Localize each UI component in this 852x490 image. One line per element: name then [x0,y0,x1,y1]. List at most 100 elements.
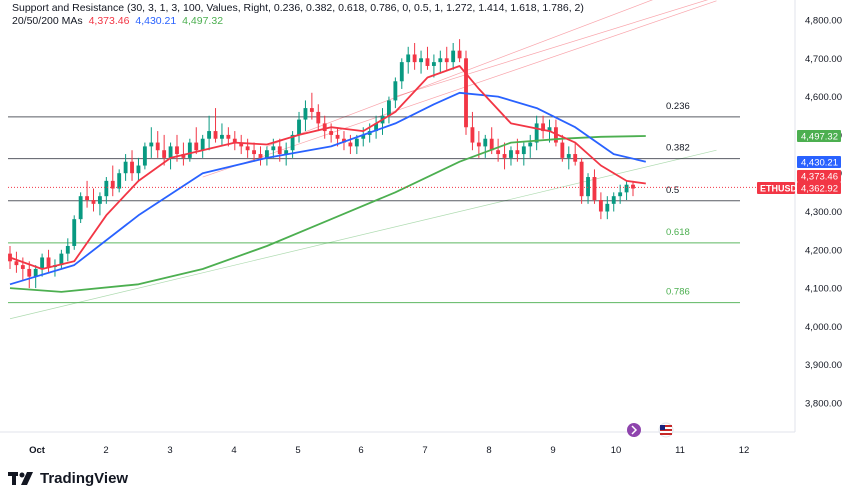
candle-body [502,154,507,158]
us-flag-stripe [660,425,672,427]
candle-body [496,150,501,155]
candle-body [20,265,25,269]
candle-body [220,134,224,139]
candle-body [592,177,597,201]
y-axis-tick-label: 4,800.00 [805,16,842,27]
x-axis-tick-label: 4 [231,445,236,456]
candle-body [110,180,115,189]
symbol-badge [757,182,795,194]
candle-body [27,268,32,277]
event-icon [627,423,641,437]
candle-body [187,142,192,158]
candle-body [155,142,160,151]
candle-body [573,154,578,162]
candle-body [444,58,449,63]
candle-body [175,146,179,155]
tradingview-logo-icon [8,471,34,486]
candle-body [309,108,314,112]
candle-body [290,134,295,151]
candle-body [258,154,263,158]
us-flag-stripe [660,429,672,431]
candle-body [374,123,379,132]
candle-body [245,146,250,151]
candle-body [239,142,244,147]
candle-body [194,142,199,151]
candle-body [566,154,571,158]
candle-body [631,184,635,189]
x-axis-tick-label: Oct [29,445,46,456]
x-axis-tick-label: 3 [167,445,172,456]
candle-body [297,119,301,135]
candle-body [200,138,205,151]
candle-body [252,150,256,155]
ma20-line [9,65,646,270]
candle-body [605,203,610,212]
y-axis-tick-label: 3,800.00 [805,399,842,410]
x-axis-tick-label: 10 [611,445,622,456]
channel-line [9,149,717,320]
ma50-legend-value: 4,430.21 [135,15,177,27]
ma50-line [9,91,647,286]
channel-line [266,0,653,147]
candle-body [399,62,404,82]
candle-body [618,192,623,197]
candle-body [46,257,51,268]
candle-body [33,268,38,277]
us-flag-canton [660,425,665,430]
candle-body [624,184,629,193]
candle-body [470,127,475,143]
plot-layer: 0.236 0.382 0.5 0.618 0.786 [8,0,795,320]
candle-body [457,50,462,59]
x-axis-tick-label: 6 [358,445,363,456]
candle-body [85,196,89,201]
y-axis-tick-label: 4,100.00 [805,284,842,295]
x-axis-tick-label: 11 [675,445,685,456]
candle-body [342,138,346,143]
candle-body [284,150,289,155]
candle-body [162,150,167,158]
candle-body [476,142,481,147]
ma20-price-badge-label: 4,373.46 [801,172,838,183]
candle-body [521,146,526,155]
sr-indicator-label: Support and Resistance (30, 3, 1, 3, 100… [12,2,584,14]
fib-level-label: 0.786 [666,287,690,298]
last-price-badge [797,182,841,194]
candle-body [406,54,411,63]
candle-body [483,138,488,147]
candle-body [136,165,141,174]
candle-body [213,131,218,139]
y-axis-tick-label: 4,200.00 [805,245,842,256]
event-icon-glyph [631,425,638,435]
candle-body [509,150,513,158]
x-axis-tick-label: 5 [295,445,300,456]
candle-body [547,127,552,132]
candle-body [59,253,64,266]
candle-body [322,123,327,132]
candle-body [123,161,128,174]
x-axis-tick-label: 7 [422,445,427,456]
ma200-price-badge-label: 4,497.32 [801,132,838,143]
candle-body [541,123,546,132]
candle-body [489,138,494,151]
candle-body [560,142,565,158]
candle-body [142,146,147,166]
candle-body [271,146,276,151]
candle-body [329,131,334,135]
candle-body [579,161,584,197]
candle-body [78,196,83,220]
candle-body [393,81,398,101]
fib-level-label: 0.236 [666,101,690,112]
symbol-badge-label: ETHUSD [760,184,798,194]
channel-line [202,0,717,178]
ma-legend-label: 20/50/200 MAs [12,15,83,27]
y-axis-tick-label: 4,700.00 [805,54,842,65]
candle-body [232,138,237,143]
candle-body [515,150,520,155]
candle-body [528,142,533,147]
sr-indicator-legend: Support and Resistance (30, 3, 1, 3, 100… [12,2,584,14]
candle-body [207,131,212,139]
candle-body [431,62,436,66]
candle-body [412,54,417,63]
